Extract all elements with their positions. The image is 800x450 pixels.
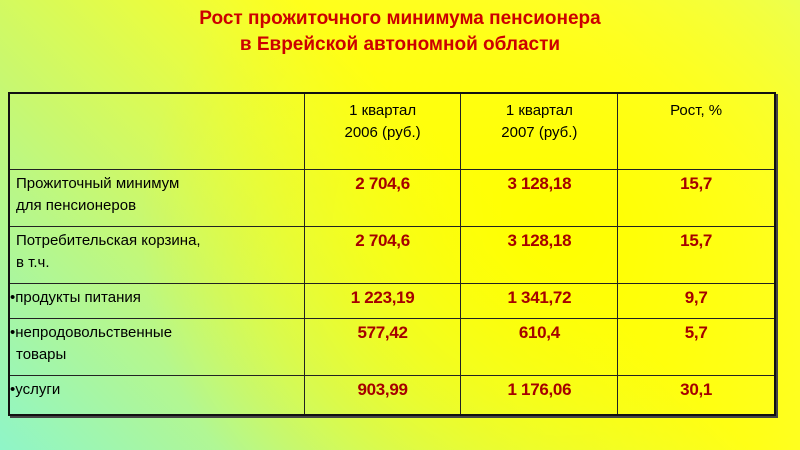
- header-row: 1 квартал 2006 (руб.) 1 квартал 2007 (ру…: [8, 92, 776, 170]
- value-2007: 3 128,18: [460, 225, 619, 284]
- row-label: Потребительская корзина, в т.ч.: [8, 225, 305, 284]
- title-line-1: Рост прожиточного минимума пенсионера: [199, 8, 601, 29]
- header-2007: 1 квартал 2007 (руб.): [460, 92, 619, 170]
- bullet-icon: •: [10, 380, 16, 398]
- value-2006: 2 704,6: [303, 168, 462, 227]
- table-row: •непродовольственные товары 577,42 610,4…: [8, 317, 776, 376]
- value-2006: 2 704,6: [303, 225, 462, 284]
- value-2006: 903,99: [303, 374, 462, 416]
- row-label-line2: товары: [16, 345, 67, 363]
- row-label: •продукты питания: [8, 282, 305, 319]
- subsistence-table: 1 квартал 2006 (руб.) 1 квартал 2007 (ру…: [8, 92, 776, 416]
- value-growth: 15,7: [617, 168, 776, 227]
- table-row: •услуги 903,99 1 176,06 30,1: [8, 374, 776, 416]
- table-row: Прожиточный минимум для пенсионеров 2 70…: [8, 168, 776, 227]
- value-growth: 15,7: [617, 225, 776, 284]
- value-2007: 3 128,18: [460, 168, 619, 227]
- row-label-line1: Прожиточный минимум: [16, 174, 180, 192]
- row-label: •непродовольственные товары: [8, 317, 305, 376]
- row-label-line1: продукты питания: [15, 288, 141, 306]
- title-line-2: в Еврейской автономной области: [239, 34, 561, 55]
- row-label-line1: Потребительская корзина,: [16, 231, 201, 249]
- bullet-icon: •: [10, 323, 16, 341]
- value-growth: 30,1: [617, 374, 776, 416]
- value-growth: 5,7: [617, 317, 776, 376]
- header-2006: 1 квартал 2006 (руб.): [303, 92, 462, 170]
- table-row: Потребительская корзина, в т.ч. 2 704,6 …: [8, 225, 776, 284]
- slide-title: Рост прожиточного минимума пенсионера в …: [0, 6, 800, 58]
- table-row: •продукты питания 1 223,19 1 341,72 9,7: [8, 282, 776, 319]
- row-label-line2: в т.ч.: [16, 253, 50, 271]
- header-2006-line1: 1 квартал: [349, 102, 417, 119]
- header-growth: Рост, %: [617, 92, 776, 170]
- header-empty-cell: [8, 92, 305, 170]
- row-label-line2: для пенсионеров: [16, 196, 137, 214]
- value-2006: 577,42: [303, 317, 462, 376]
- row-label-line1: непродовольственные: [15, 323, 173, 341]
- header-2006-line2: 2006 (руб.): [344, 124, 421, 141]
- row-label-line1: услуги: [15, 380, 61, 398]
- header-2007-line1: 1 квартал: [505, 102, 573, 119]
- value-2007: 1 176,06: [460, 374, 619, 416]
- value-2007: 1 341,72: [460, 282, 619, 319]
- value-growth: 9,7: [617, 282, 776, 319]
- value-2006: 1 223,19: [303, 282, 462, 319]
- bullet-icon: •: [10, 288, 16, 306]
- row-label: Прожиточный минимум для пенсионеров: [8, 168, 305, 227]
- header-2007-line2: 2007 (руб.): [501, 124, 578, 141]
- value-2007: 610,4: [460, 317, 619, 376]
- row-label: •услуги: [8, 374, 305, 416]
